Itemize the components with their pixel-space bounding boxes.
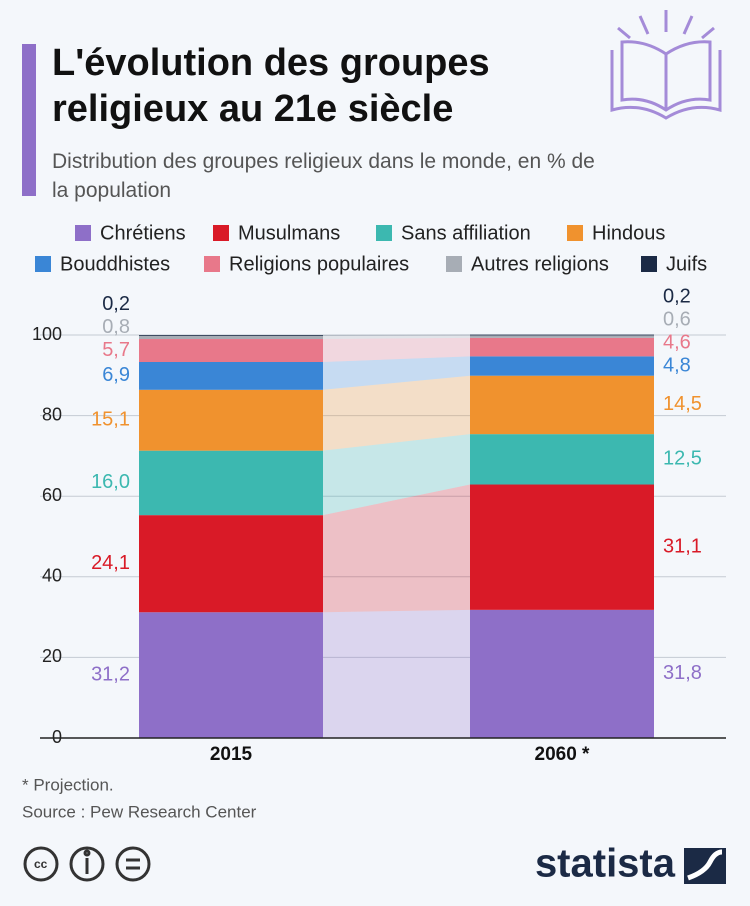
text-line: religieux au 21e siècle [52,88,453,130]
legend-swatch [446,256,462,272]
value-label: 15,1 [91,409,130,431]
value-label: 31,2 [91,663,130,685]
cc-icon-text: cc [34,857,48,871]
bar-segment [139,335,323,336]
value-label: 0,2 [102,293,130,315]
legend-label: Religions populaires [229,253,409,275]
book-icon [610,10,722,120]
legend-label: Sans affiliation [401,222,531,244]
y-tick-label: 20 [42,646,62,666]
value-label: 6,9 [102,364,130,386]
connector-band [323,434,470,516]
y-tick-label: 60 [42,485,62,505]
bar-segment [470,484,654,610]
value-label: 12,5 [663,448,702,470]
bar-segment [470,609,654,738]
chart-title: L'évolution des groupes religieux au 21e … [52,42,490,130]
bar-segment [139,450,323,516]
legend-label: Chrétiens [100,222,186,244]
legend-swatch [641,256,657,272]
x-tick-label: 2060 * [535,744,591,765]
bar-segment [470,334,654,336]
value-label: 16,0 [91,471,130,493]
connector-band [323,337,470,363]
value-label: 4,6 [663,331,691,353]
bar-segment [139,339,323,363]
value-label: 0,2 [663,285,691,307]
bar-segment [139,362,323,390]
legend-swatch [75,225,91,241]
brand: statista [535,842,676,886]
legend-swatch [204,256,220,272]
value-label: 0,8 [102,316,130,338]
title-accent [22,44,36,196]
text-line: L'évolution des groupes [52,42,490,84]
legend-swatch [376,225,392,241]
connector-band [323,484,470,613]
text-line: Distribution des groupes religieux dans … [52,150,595,173]
connector-band [323,334,470,336]
bar-segment [139,335,323,340]
text-line: la population [52,179,171,202]
value-label: 4,8 [663,354,691,376]
value-label: 31,8 [663,662,702,684]
legend-label: Autres religions [471,253,609,275]
brand-logo-wave [687,849,723,881]
bar-segment [470,434,654,485]
bar-segment [139,515,323,613]
bar-segment [470,375,654,435]
legend-label: Hindous [592,222,665,244]
value-label: 14,5 [663,393,702,415]
value-label: 31,1 [663,535,702,557]
bar-segment [470,335,654,338]
bar-segment [470,337,654,357]
value-label: 5,7 [102,339,130,361]
connector-band [323,335,470,340]
x-tick-label: 2015 [210,744,253,765]
bar-segment [139,612,323,738]
legend-swatch [213,225,229,241]
y-tick-label: 40 [42,566,62,586]
connector-band [323,356,470,390]
y-tick-label: 80 [42,404,62,424]
bar-segment [139,389,323,451]
y-tick-label: 100 [32,324,62,344]
value-label: 24,1 [91,552,130,574]
license-icons [23,846,151,882]
bar-segment [470,356,654,376]
legend-swatch [567,225,583,241]
legend-label: Bouddhistes [60,253,170,275]
legend-swatch [35,256,51,272]
y-tick-label: 0 [52,727,62,747]
value-label: 0,6 [663,308,691,330]
chart-subtitle: Distribution des groupes religieux dans … [52,150,595,202]
legend-label: Juifs [666,253,707,275]
footnote: * Projection. [22,775,114,794]
connector-band [323,609,470,738]
connector-band [323,375,470,451]
source: Source : Pew Research Center [22,802,257,821]
legend-label: Musulmans [238,222,340,244]
